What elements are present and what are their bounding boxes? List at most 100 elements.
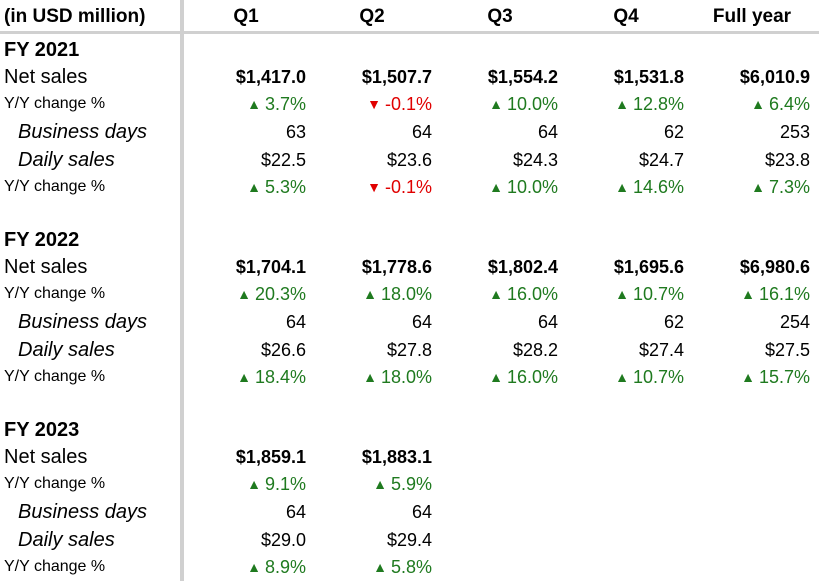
cell-daily-sales-q2: $27.8 [386,340,432,360]
cell-daily-yy-change-q1: 5.3% [196,178,306,196]
cell-daily-yy-change-q3: 10.0% [448,178,558,196]
cell-net-sales-q1: $1,417.0 [235,67,306,87]
change-value: 6.4% [768,94,810,114]
triangle-down-icon [367,94,385,114]
cell-daily-yy-change-q2: 18.0% [322,368,432,386]
cell-daily-sales-q4: $27.4 [638,340,684,360]
change-value: 5.9% [390,474,432,494]
change-value: 18.4% [254,367,306,387]
change-value: 10.0% [506,94,558,114]
triangle-up-icon [615,367,633,387]
change-value: -0.1% [384,177,432,197]
cell-net-sales-full-year: $6,010.9 [739,67,810,87]
change-value: 10.7% [632,284,684,304]
cell-yy-change-q1: 20.3% [196,285,306,303]
change-value: 16.0% [506,284,558,304]
triangle-up-icon [489,284,507,304]
change-value: 18.0% [380,367,432,387]
triangle-up-icon [741,284,759,304]
cell-yy-change-q4: 12.8% [574,95,684,113]
triangle-up-icon [489,94,507,114]
row-label-business-days: Business days [18,501,147,523]
row-label-net-sales: Net sales [4,256,88,278]
row-label-yy-change: Y/Y change % [4,475,106,492]
change-value: 20.3% [254,284,306,304]
cell-daily-yy-change-q4: 10.7% [574,368,684,386]
change-value: 7.3% [768,177,810,197]
cell-business-days-q2: 64 [411,502,432,522]
cell-business-days-q2: 64 [411,312,432,332]
cell-yy-change-full-year: 16.1% [700,285,810,303]
cell-yy-change-q3: 10.0% [448,95,558,113]
row-label-business-days: Business days [18,121,147,143]
cell-daily-sales-full-year: $23.8 [764,150,810,170]
triangle-up-icon [615,177,633,197]
cell-daily-yy-change-q1: 8.9% [196,558,306,576]
cell-yy-change-q2: -0.1% [322,95,432,113]
change-value: 12.8% [632,94,684,114]
row-label-daily-sales: Daily sales [18,149,115,171]
row-label-daily-yy-change: Y/Y change % [4,558,106,575]
cell-net-sales-q1: $1,859.1 [235,447,306,467]
cell-business-days-q1: 64 [285,502,306,522]
cell-daily-sales-q2: $23.6 [386,150,432,170]
row-label-yy-change: Y/Y change % [4,285,106,302]
cell-business-days-q1: 63 [285,122,306,142]
change-value: 18.0% [380,284,432,304]
section-title: FY 2023 [4,419,80,441]
cell-net-sales-q4: $1,695.6 [613,257,684,277]
change-value: 5.3% [264,177,306,197]
cell-yy-change-q1: 9.1% [196,475,306,493]
cell-business-days-q4: 62 [663,312,684,332]
unit-label: (in USD million) [4,6,146,27]
row-label-yy-change: Y/Y change % [4,95,106,112]
row-label-daily-sales: Daily sales [18,339,115,361]
triangle-up-icon [363,367,381,387]
triangle-up-icon [363,284,381,304]
cell-daily-sales-q1: $29.0 [260,530,306,550]
cell-daily-yy-change-q4: 14.6% [574,178,684,196]
triangle-up-icon [237,284,255,304]
change-value: 5.8% [390,557,432,577]
cell-business-days-q2: 64 [411,122,432,142]
triangle-up-icon [751,177,769,197]
cell-daily-sales-q3: $24.3 [512,150,558,170]
row-label-daily-sales: Daily sales [18,529,115,551]
triangle-up-icon [489,177,507,197]
cell-yy-change-q3: 16.0% [448,285,558,303]
cell-daily-sales-q1: $22.5 [260,150,306,170]
change-value: 8.9% [264,557,306,577]
cell-daily-sales-full-year: $27.5 [764,340,810,360]
triangle-up-icon [247,474,265,494]
cell-yy-change-q2: 18.0% [322,285,432,303]
column-header-q1: Q1 [233,6,259,27]
column-header-q4: Q4 [613,6,639,27]
triangle-up-icon [237,367,255,387]
cell-net-sales-q3: $1,554.2 [487,67,558,87]
column-header-q3: Q3 [487,6,513,27]
cell-daily-yy-change-full-year: 7.3% [700,178,810,196]
cell-business-days-q3: 64 [537,312,558,332]
row-label-daily-yy-change: Y/Y change % [4,178,106,195]
change-value: 16.1% [758,284,810,304]
header-divider [0,31,819,34]
cell-daily-sales-q1: $26.6 [260,340,306,360]
cell-business-days-full-year: 254 [779,312,810,332]
cell-daily-yy-change-full-year: 15.7% [700,368,810,386]
row-label-net-sales: Net sales [4,446,88,468]
column-header-full-year: Full year [712,6,792,27]
column-header-q2: Q2 [359,6,385,27]
change-value: 3.7% [264,94,306,114]
cell-net-sales-q2: $1,507.7 [361,67,432,87]
row-label-business-days: Business days [18,311,147,333]
change-value: 9.1% [264,474,306,494]
cell-daily-yy-change-q3: 16.0% [448,368,558,386]
cell-daily-sales-q3: $28.2 [512,340,558,360]
cell-business-days-q4: 62 [663,122,684,142]
row-label-daily-yy-change: Y/Y change % [4,368,106,385]
cell-daily-sales-q2: $29.4 [386,530,432,550]
cell-net-sales-q2: $1,778.6 [361,257,432,277]
cell-net-sales-q4: $1,531.8 [613,67,684,87]
cell-business-days-full-year: 253 [779,122,810,142]
cell-yy-change-q1: 3.7% [196,95,306,113]
